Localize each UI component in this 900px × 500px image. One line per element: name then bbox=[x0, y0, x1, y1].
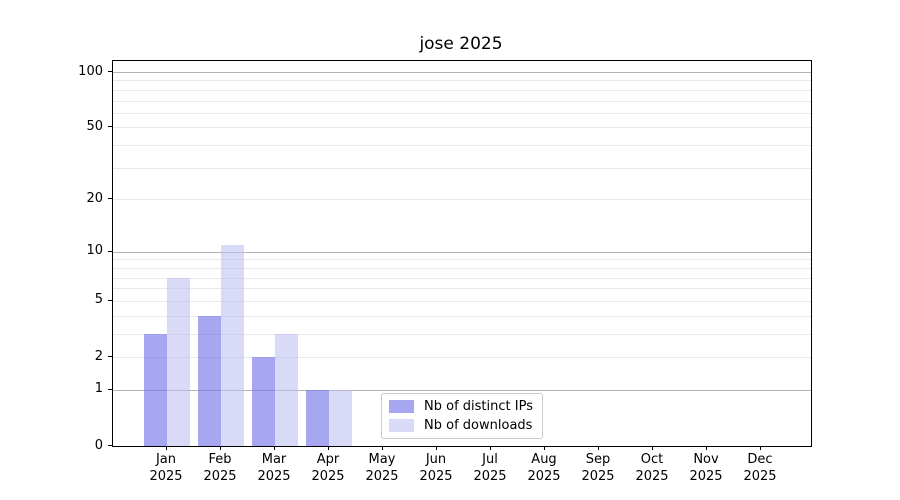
y-gridline-minor bbox=[113, 277, 811, 279]
y-gridline-minor bbox=[113, 357, 811, 358]
x-axis-tick-label: Nov 2025 bbox=[689, 452, 723, 484]
y-gridline-minor bbox=[113, 112, 811, 114]
x-axis-tick-mark bbox=[382, 446, 383, 450]
x-axis-tick-mark bbox=[490, 446, 491, 450]
bar-nb-of-distinct-ips bbox=[306, 389, 329, 446]
y-axis-tick-label: 2 bbox=[94, 348, 103, 364]
bar-nb-of-downloads bbox=[329, 389, 352, 446]
y-gridline-minor bbox=[113, 333, 811, 335]
legend-label-downloads: Nb of downloads bbox=[424, 418, 533, 433]
legend-swatch-downloads bbox=[389, 419, 415, 432]
legend-label-distinct-ips: Nb of distinct IPs bbox=[424, 399, 533, 414]
bar-nb-of-downloads bbox=[221, 244, 244, 446]
y-gridline-minor bbox=[113, 89, 811, 91]
chart-title: jose 2025 bbox=[419, 34, 503, 54]
x-axis-tick-mark bbox=[706, 446, 707, 450]
y-gridline-minor bbox=[113, 80, 811, 82]
y-axis-tick-label: 20 bbox=[86, 190, 103, 206]
x-axis-tick-mark bbox=[652, 446, 653, 450]
x-axis-tick-label: Dec 2025 bbox=[743, 452, 777, 484]
y-gridline-minor bbox=[113, 259, 811, 261]
y-gridline-minor bbox=[113, 127, 811, 129]
y-axis-tick-mark bbox=[108, 250, 112, 252]
y-axis-tick-label: 50 bbox=[86, 118, 103, 134]
bar-nb-of-distinct-ips bbox=[252, 357, 275, 446]
bar-nb-of-distinct-ips bbox=[198, 315, 221, 446]
y-gridline-minor bbox=[113, 300, 811, 302]
x-axis-tick-label: Oct 2025 bbox=[635, 452, 669, 484]
x-axis-tick-mark bbox=[328, 446, 329, 450]
y-gridline-minor bbox=[113, 315, 811, 317]
y-gridline-major bbox=[113, 389, 811, 391]
x-axis-tick-mark bbox=[436, 446, 437, 450]
legend-swatch-distinct-ips bbox=[389, 400, 415, 413]
plot-area: Nb of distinct IPs Nb of downloads bbox=[112, 60, 812, 447]
x-axis-tick-label: Aug 2025 bbox=[527, 452, 561, 484]
y-gridline-minor bbox=[113, 267, 811, 269]
y-axis-tick-mark bbox=[108, 299, 112, 301]
bar-nb-of-downloads bbox=[167, 277, 190, 446]
y-axis-tick-mark bbox=[108, 356, 112, 357]
y-gridline-minor bbox=[113, 199, 811, 201]
x-axis-tick-label: Jan 2025 bbox=[149, 452, 183, 484]
x-axis-tick-mark bbox=[166, 446, 167, 450]
bar-nb-of-distinct-ips bbox=[144, 333, 167, 446]
legend: Nb of distinct IPs Nb of downloads bbox=[381, 393, 543, 439]
y-axis-tick-label: 5 bbox=[94, 292, 103, 308]
y-gridline-major bbox=[113, 72, 811, 73]
x-axis-tick-mark bbox=[598, 446, 599, 450]
x-axis-tick-label: Mar 2025 bbox=[257, 452, 291, 484]
y-gridline-minor bbox=[113, 167, 811, 169]
y-axis-tick-mark bbox=[108, 126, 112, 128]
x-axis-tick-label: May 2025 bbox=[365, 452, 399, 484]
y-axis-tick-mark bbox=[108, 71, 112, 72]
legend-row-downloads: Nb of downloads bbox=[389, 418, 533, 433]
y-axis-tick-label: 100 bbox=[78, 63, 103, 79]
x-axis-tick-mark bbox=[760, 446, 761, 450]
x-axis-tick-label: Sep 2025 bbox=[581, 452, 615, 484]
x-axis-tick-label: Jun 2025 bbox=[419, 452, 453, 484]
y-axis-tick-mark bbox=[108, 388, 112, 390]
x-axis-tick-label: Apr 2025 bbox=[311, 452, 345, 484]
y-gridline-minor bbox=[113, 100, 811, 102]
x-axis-tick-label: Jul 2025 bbox=[473, 452, 507, 484]
x-axis-tick-mark bbox=[544, 446, 545, 450]
bar-nb-of-downloads bbox=[275, 333, 298, 446]
x-axis-tick-label: Feb 2025 bbox=[203, 452, 237, 484]
y-axis-tick-label: 0 bbox=[94, 437, 103, 453]
y-gridline-major bbox=[113, 251, 811, 253]
y-axis-tick-mark bbox=[108, 445, 112, 446]
y-axis-tick-label: 1 bbox=[94, 381, 103, 397]
y-gridline-minor bbox=[113, 288, 811, 290]
y-axis-tick-mark bbox=[108, 198, 112, 200]
y-axis-tick-label: 10 bbox=[86, 243, 103, 259]
x-axis-tick-mark bbox=[274, 446, 275, 450]
legend-row-distinct-ips: Nb of distinct IPs bbox=[389, 399, 533, 414]
y-gridline-minor bbox=[113, 145, 811, 146]
x-axis-tick-mark bbox=[220, 446, 221, 450]
